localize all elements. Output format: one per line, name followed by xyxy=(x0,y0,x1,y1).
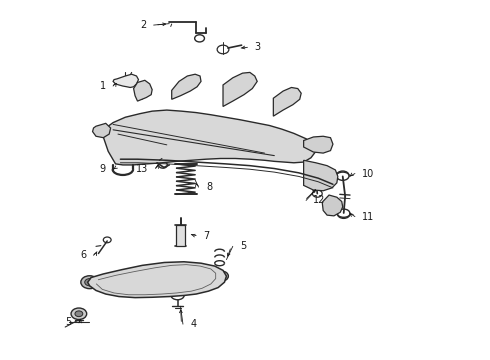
Circle shape xyxy=(218,274,225,279)
Text: 10: 10 xyxy=(362,168,374,179)
Text: 13: 13 xyxy=(136,163,148,174)
Text: 5: 5 xyxy=(65,318,72,327)
Circle shape xyxy=(75,311,83,317)
Text: 12: 12 xyxy=(314,195,326,206)
Polygon shape xyxy=(172,74,201,99)
Polygon shape xyxy=(223,72,257,107)
Polygon shape xyxy=(304,160,338,191)
Polygon shape xyxy=(88,262,226,298)
Circle shape xyxy=(215,271,228,281)
Polygon shape xyxy=(113,74,139,87)
Text: 11: 11 xyxy=(362,212,374,221)
Text: 4: 4 xyxy=(190,319,196,329)
Text: 1: 1 xyxy=(99,81,106,91)
Text: 3: 3 xyxy=(255,42,261,52)
Circle shape xyxy=(124,80,131,85)
Polygon shape xyxy=(322,195,343,216)
Text: 7: 7 xyxy=(203,231,210,240)
Bar xyxy=(175,225,185,246)
Circle shape xyxy=(85,279,95,286)
Polygon shape xyxy=(93,123,111,138)
Text: 2: 2 xyxy=(140,20,147,30)
Circle shape xyxy=(81,276,98,289)
Polygon shape xyxy=(273,87,301,116)
Text: 8: 8 xyxy=(206,182,212,192)
Polygon shape xyxy=(304,136,333,153)
Text: 5: 5 xyxy=(240,241,246,251)
Polygon shape xyxy=(103,110,316,165)
Text: 9: 9 xyxy=(99,163,106,174)
Text: 6: 6 xyxy=(80,250,86,260)
Circle shape xyxy=(71,308,87,319)
Polygon shape xyxy=(134,80,152,101)
